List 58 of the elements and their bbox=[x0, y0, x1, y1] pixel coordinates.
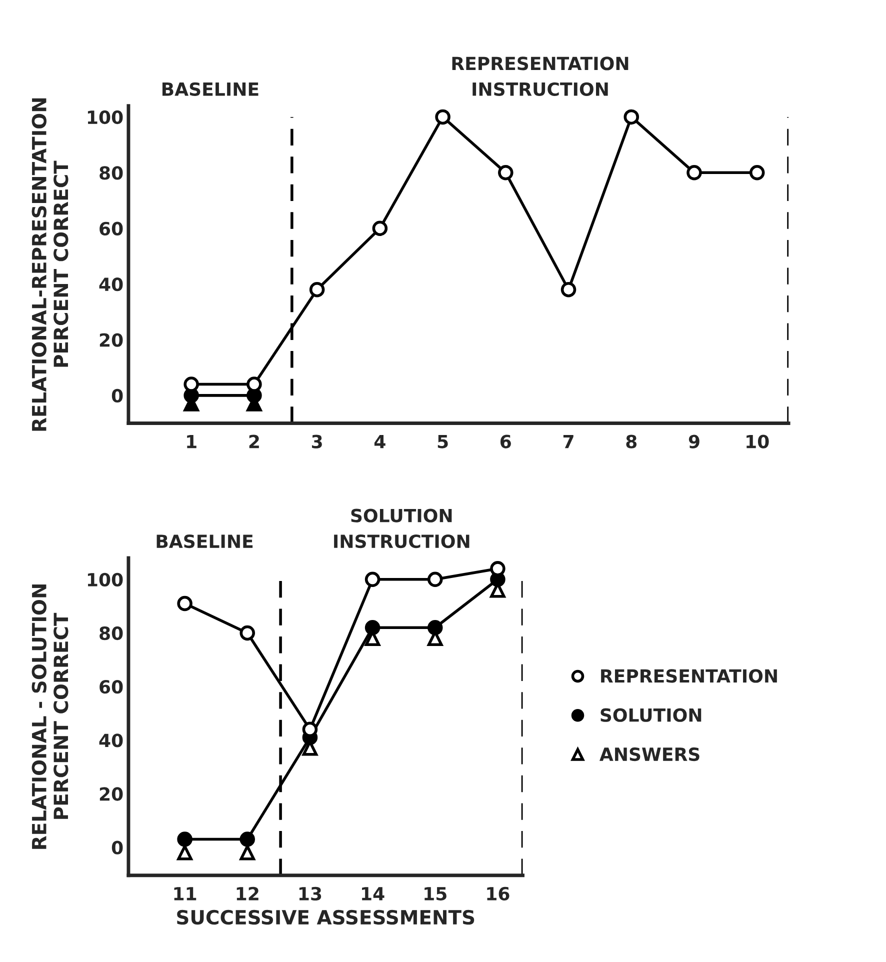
point bbox=[498, 165, 514, 180]
point bbox=[372, 220, 388, 236]
x-tick-label: 16 bbox=[487, 886, 510, 901]
x-tick-label: 11 bbox=[174, 887, 196, 900]
point bbox=[490, 561, 506, 576]
x-axis-title: SUCCESSIVE ASSESSMENTS bbox=[177, 910, 474, 925]
y-tick-label: 100 bbox=[88, 110, 123, 124]
legend-label: ANSWERS bbox=[600, 747, 700, 762]
y-axis-title: RELATIONAL - SOLUTION PERCENT CORRECT bbox=[32, 584, 68, 849]
text: BASELINE bbox=[162, 82, 258, 96]
x-tick-label: 12 bbox=[236, 886, 258, 900]
y-tick-label: 0 bbox=[112, 388, 123, 403]
x-tick-label: 14 bbox=[362, 887, 384, 900]
x-tick-label: 6 bbox=[500, 434, 511, 448]
y-tick-label: 60 bbox=[100, 680, 123, 694]
point bbox=[240, 832, 256, 847]
x-tick-label: 7 bbox=[563, 434, 574, 448]
point bbox=[435, 109, 450, 125]
x-tick-label: 13 bbox=[299, 886, 322, 901]
x-tick-label: 10 bbox=[746, 434, 769, 448]
y-tick-label: 80 bbox=[100, 166, 123, 180]
legend-label: REPRESENTATION bbox=[601, 669, 777, 683]
point bbox=[309, 282, 325, 298]
y-tick-label: 80 bbox=[100, 626, 123, 640]
point bbox=[184, 376, 199, 392]
point bbox=[364, 620, 380, 636]
y-tick-label: 100 bbox=[88, 572, 123, 587]
point bbox=[427, 572, 443, 588]
point bbox=[364, 572, 380, 588]
text: REPRESENTATION INSTRUCTION bbox=[452, 56, 628, 96]
point bbox=[177, 832, 192, 847]
x-tick-label: 2 bbox=[249, 434, 259, 448]
point bbox=[749, 165, 765, 180]
y-tick-label: 40 bbox=[99, 734, 123, 748]
x-tick-label: 4 bbox=[374, 434, 386, 448]
y-tick-label: 40 bbox=[99, 278, 123, 292]
x-tick-label: 15 bbox=[424, 887, 446, 901]
legend-label: SOLUTION bbox=[600, 708, 702, 722]
y-tick-label: 0 bbox=[112, 840, 123, 854]
text: SOLUTION INSTRUCTION bbox=[334, 508, 470, 548]
text: BASELINE bbox=[156, 534, 253, 548]
point bbox=[560, 282, 576, 298]
y-axis-title: RELATIONAL-REPRESENTATION PERCENT CORRECT bbox=[32, 98, 68, 431]
x-tick-label: 9 bbox=[688, 434, 700, 448]
point bbox=[240, 625, 256, 641]
x-tick-label: 8 bbox=[626, 434, 637, 448]
point bbox=[177, 845, 192, 860]
point bbox=[624, 109, 640, 125]
y-tick-label: 20 bbox=[100, 787, 123, 801]
x-tick-label: 1 bbox=[187, 434, 196, 448]
point bbox=[686, 165, 702, 180]
point bbox=[246, 376, 262, 392]
point bbox=[240, 845, 256, 860]
x-tick-label: 3 bbox=[312, 434, 322, 448]
point bbox=[177, 596, 192, 612]
y-tick-label: 20 bbox=[100, 333, 123, 347]
x-tick-label: 5 bbox=[438, 434, 448, 448]
y-tick-label: 60 bbox=[100, 222, 123, 236]
